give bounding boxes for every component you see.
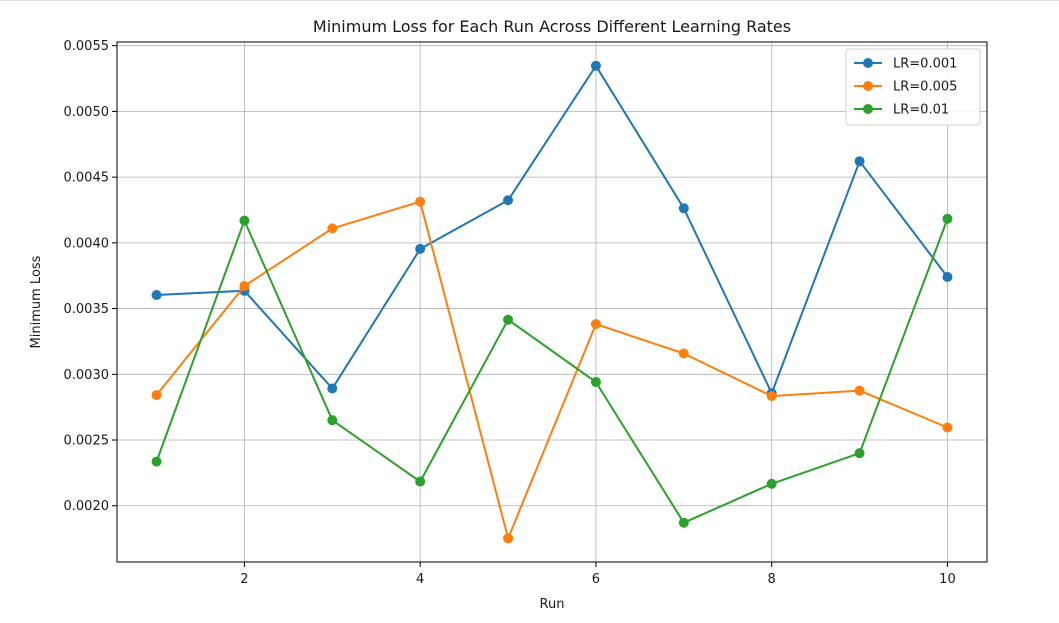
x-tick-label: 10 (939, 572, 956, 587)
y-axis-label: Minimum Loss (29, 255, 44, 348)
y-tick-label: 0.0055 (64, 39, 110, 54)
data-point (503, 195, 514, 206)
series-2 (151, 196, 953, 544)
x-axis-label: Run (540, 597, 565, 612)
data-point (415, 243, 426, 254)
chart-title: Minimum Loss for Each Run Across Differe… (313, 17, 791, 36)
legend-box (845, 48, 981, 126)
data-point (415, 476, 426, 487)
data-point (151, 456, 162, 467)
data-point (942, 422, 953, 433)
data-point (854, 156, 865, 167)
data-point (590, 377, 601, 388)
y-tick-label: 0.0020 (64, 499, 110, 514)
legend-item: LR=0.001 (854, 57, 957, 72)
legend-item: LR=0.01 (854, 103, 949, 118)
legend-label: LR=0.005 (893, 80, 957, 95)
legend-item: LR=0.005 (854, 80, 957, 95)
series-line (156, 64, 949, 395)
legend: LR=0.001 LR=0.005 LR=0.01 (845, 48, 981, 126)
x-tick-label: 6 (592, 572, 600, 587)
axis-ticks: 2 4 6 8 10 0.0020 0.0025 0.0030 0.0035 0.0040 0.00… (64, 39, 956, 587)
data-point (678, 517, 689, 528)
data-point (327, 223, 338, 234)
data-point (942, 213, 953, 224)
data-point (766, 391, 777, 402)
series-3 (151, 213, 953, 528)
series-lines (151, 60, 953, 544)
data-point (151, 390, 162, 401)
data-point (766, 478, 777, 489)
data-point (678, 203, 689, 214)
y-tick-label: 0.0050 (64, 105, 110, 120)
y-tick-label: 0.0030 (64, 368, 110, 383)
data-point (503, 314, 514, 325)
y-tick-label: 0.0040 (64, 236, 110, 251)
series-1 (151, 60, 953, 399)
legend-marker (863, 104, 873, 114)
data-point (854, 385, 865, 396)
plot-frame (116, 41, 988, 563)
data-point (590, 319, 601, 330)
data-point (151, 290, 162, 301)
legend-label: LR=0.001 (893, 57, 957, 72)
data-point (942, 272, 953, 283)
data-point (327, 383, 338, 394)
legend-marker (863, 58, 873, 68)
series-line (155, 218, 949, 524)
x-tick-label: 8 (768, 572, 776, 587)
data-point (327, 415, 338, 426)
y-tick-label: 0.0025 (64, 434, 110, 449)
data-point (503, 533, 514, 544)
x-tick-label: 2 (240, 572, 248, 587)
series-line (155, 200, 948, 540)
data-point (590, 60, 601, 71)
grid (117, 42, 987, 562)
legend-marker (863, 81, 873, 91)
y-tick-label: 0.0035 (64, 302, 110, 317)
legend-label: LR=0.01 (893, 103, 949, 118)
data-point (239, 215, 250, 226)
data-point (854, 448, 865, 459)
top-divider (0, 0, 1059, 1)
data-point (415, 196, 426, 207)
data-point (239, 280, 250, 291)
x-tick-label: 4 (416, 572, 424, 587)
y-tick-label: 0.0045 (64, 171, 110, 186)
data-point (678, 348, 689, 359)
